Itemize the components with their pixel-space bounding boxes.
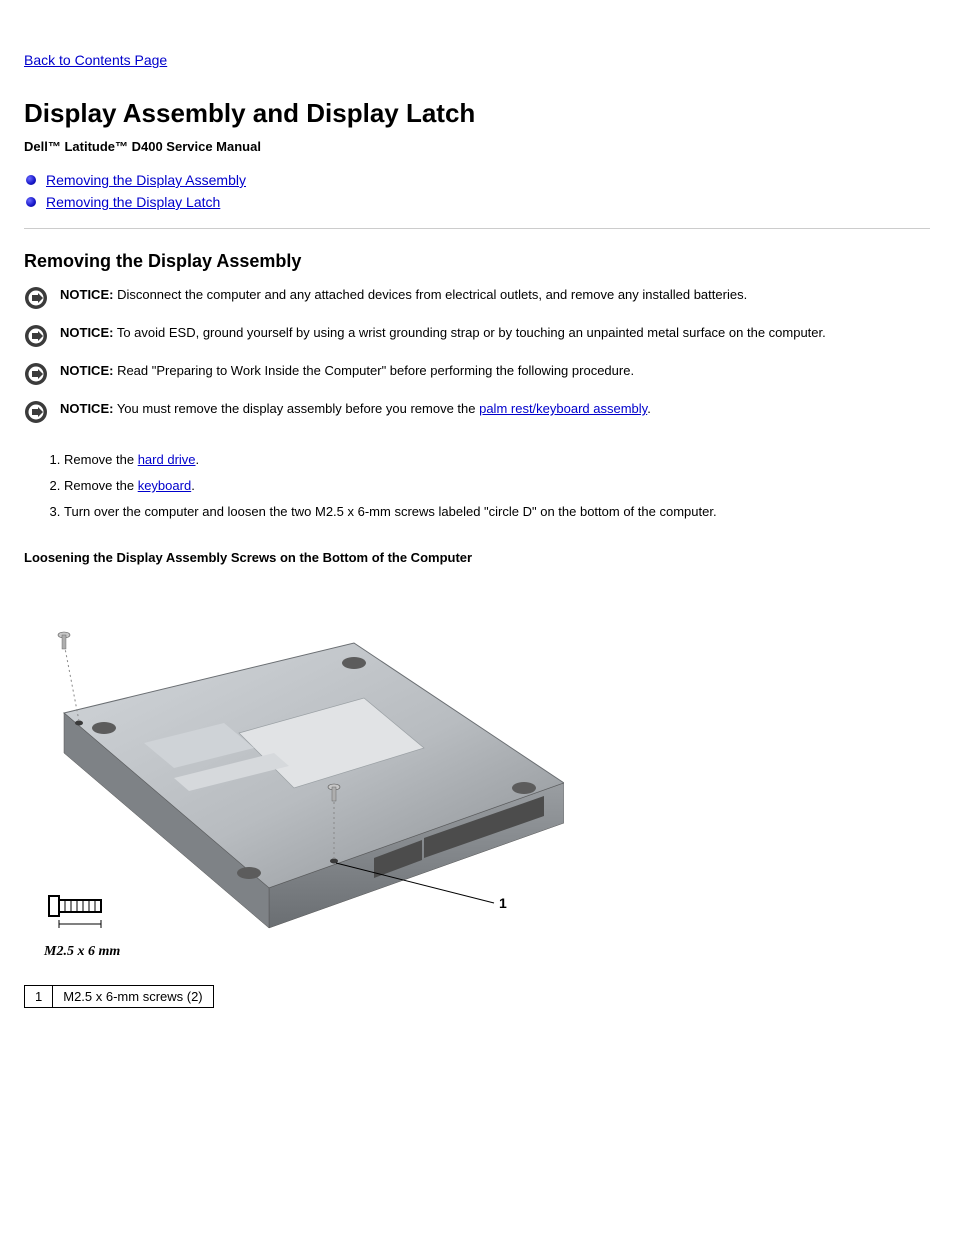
step-text-after: . bbox=[196, 452, 200, 467]
notice-item: NOTICE: Disconnect the computer and any … bbox=[24, 286, 930, 310]
notice-text: NOTICE: Read "Preparing to Work Inside t… bbox=[60, 362, 930, 380]
callout-row: 1 M2.5 x 6-mm screws (2) bbox=[25, 986, 214, 1008]
notice-body: To avoid ESD, ground yourself by using a… bbox=[113, 325, 825, 340]
step-text-before: Remove the bbox=[64, 478, 138, 493]
step-item: Remove the keyboard. bbox=[64, 476, 930, 496]
steps-list: Remove the hard drive. Remove the keyboa… bbox=[24, 450, 930, 522]
notice-list: NOTICE: Disconnect the computer and any … bbox=[24, 286, 930, 424]
notice-label: NOTICE: bbox=[60, 325, 113, 340]
notice-label: NOTICE: bbox=[60, 401, 113, 416]
callout-number-cell: 1 bbox=[25, 986, 53, 1008]
bullet-dot-icon bbox=[26, 175, 36, 185]
screw-spec-label: M2.5 x 6 mm bbox=[43, 944, 120, 959]
notice-body-after: . bbox=[647, 401, 651, 416]
step-text-before: Remove the bbox=[64, 452, 138, 467]
notice-palmrest-link[interactable]: palm rest/keyboard assembly bbox=[479, 401, 647, 416]
notice-item: NOTICE: To avoid ESD, ground yourself by… bbox=[24, 324, 930, 348]
svg-text:1: 1 bbox=[499, 895, 507, 911]
notice-label: NOTICE: bbox=[60, 363, 113, 378]
step-item: Remove the hard drive. bbox=[64, 450, 930, 470]
bullet-link-removing-display-latch[interactable]: Removing the Display Latch bbox=[46, 194, 220, 210]
step-keyboard-link[interactable]: keyboard bbox=[138, 478, 191, 493]
notice-arrow-icon bbox=[24, 362, 48, 386]
notice-label: NOTICE: bbox=[60, 287, 113, 302]
notice-arrow-icon bbox=[24, 324, 48, 348]
notice-text: NOTICE: You must remove the display asse… bbox=[60, 400, 930, 418]
bullet-dot-icon bbox=[26, 197, 36, 207]
separator bbox=[24, 228, 930, 229]
notice-text: NOTICE: To avoid ESD, ground yourself by… bbox=[60, 324, 930, 342]
bullet-item: Removing the Display Assembly bbox=[26, 172, 930, 188]
step-item: Turn over the computer and loosen the tw… bbox=[64, 502, 930, 522]
notice-text: NOTICE: Disconnect the computer and any … bbox=[60, 286, 930, 304]
notice-arrow-icon bbox=[24, 400, 48, 424]
notice-item: NOTICE: Read "Preparing to Work Inside t… bbox=[24, 362, 930, 386]
notice-item: NOTICE: You must remove the display asse… bbox=[24, 400, 930, 424]
step-text-after: . bbox=[191, 478, 195, 493]
model-subtitle: Dell™ Latitude™ D400 Service Manual bbox=[24, 139, 930, 154]
section-bullets: Removing the Display Assembly Removing t… bbox=[26, 172, 930, 210]
step-hard-drive-link[interactable]: hard drive bbox=[138, 452, 196, 467]
bullet-link-removing-display-assembly[interactable]: Removing the Display Assembly bbox=[46, 172, 246, 188]
figure-caption: Loosening the Display Assembly Screws on… bbox=[24, 550, 930, 565]
notice-body: Disconnect the computer and any attached… bbox=[113, 287, 747, 302]
page-title: Display Assembly and Display Latch bbox=[24, 98, 930, 129]
figure-image: 1 M2.5 x 6 mm bbox=[24, 583, 564, 973]
notice-body-before: You must remove the display assembly bef… bbox=[113, 401, 479, 416]
callout-text-cell: M2.5 x 6-mm screws (2) bbox=[53, 986, 213, 1008]
page-root: Back to Contents Page Display Assembly a… bbox=[0, 0, 954, 1235]
bullet-item: Removing the Display Latch bbox=[26, 194, 930, 210]
callout-table: 1 M2.5 x 6-mm screws (2) bbox=[24, 985, 214, 1008]
step-text-plain: Turn over the computer and loosen the tw… bbox=[64, 504, 717, 519]
notice-arrow-icon bbox=[24, 286, 48, 310]
section-heading: Removing the Display Assembly bbox=[24, 251, 930, 272]
back-to-contents-link[interactable]: Back to Contents Page bbox=[24, 52, 167, 68]
notice-body: Read "Preparing to Work Inside the Compu… bbox=[113, 363, 634, 378]
